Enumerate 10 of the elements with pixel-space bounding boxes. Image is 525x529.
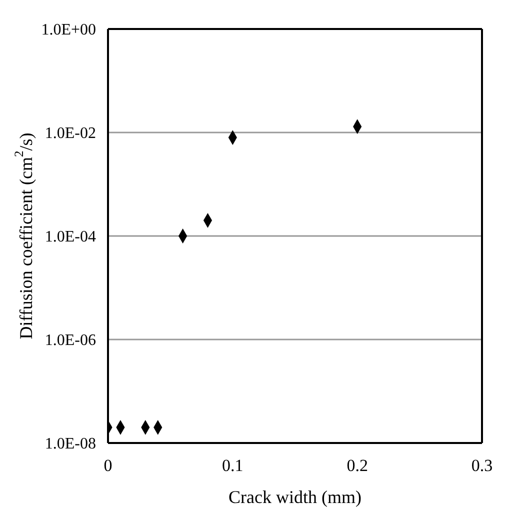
- y-tick-label: 1.0E-02: [44, 125, 96, 142]
- x-tick-label: 0.1: [222, 456, 244, 476]
- y-tick-label: 1.0E-06: [44, 332, 96, 350]
- x-axis-title: Crack width (mm): [228, 487, 362, 507]
- y-tick-label: 1.0E-08: [44, 436, 96, 453]
- x-tick-label: 0.3: [471, 456, 493, 476]
- x-tick-label: 0.2: [346, 456, 368, 476]
- x-tick-label: 0: [104, 456, 112, 476]
- y-tick-label: 1.0E-04: [44, 228, 96, 246]
- y-tick-label: 1.0E+00: [41, 22, 96, 39]
